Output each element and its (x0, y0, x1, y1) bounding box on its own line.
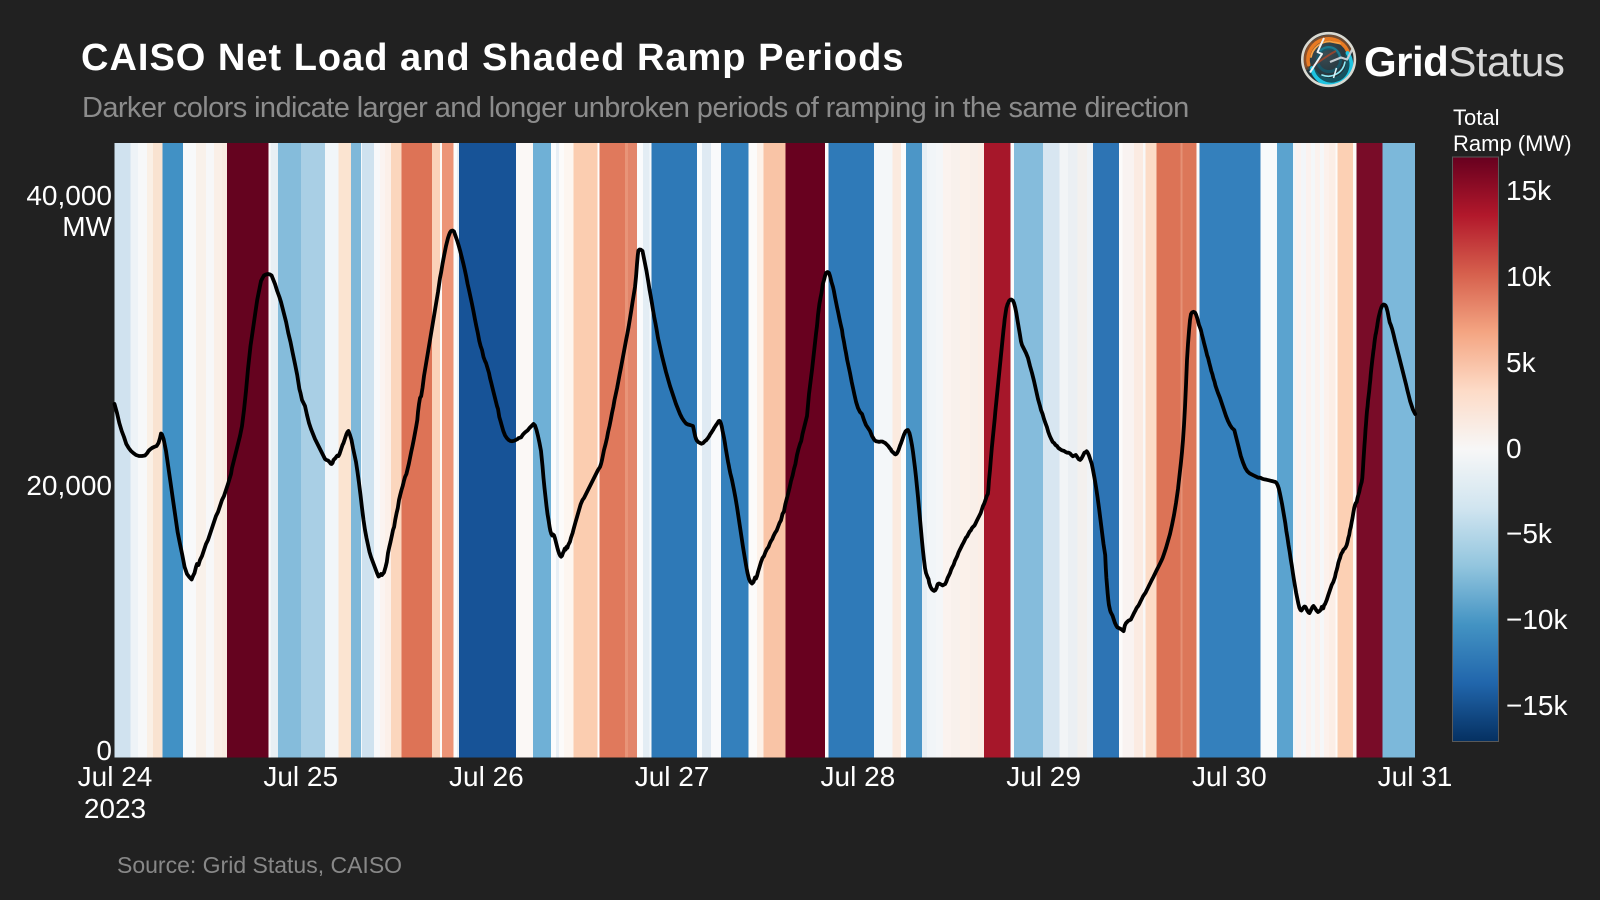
svg-text:GridStatus: GridStatus (1364, 38, 1564, 85)
svg-text:Jul 26: Jul 26 (449, 761, 524, 792)
svg-text:2023: 2023 (84, 793, 146, 824)
svg-text:Jul 31: Jul 31 (1378, 761, 1453, 792)
svg-text:−15k: −15k (1506, 690, 1568, 721)
svg-text:Jul 29: Jul 29 (1006, 761, 1081, 792)
svg-text:−10k: −10k (1506, 604, 1568, 635)
svg-text:Jul 27: Jul 27 (635, 761, 710, 792)
svg-text:Source: Grid Status, CAISO: Source: Grid Status, CAISO (117, 852, 402, 878)
svg-text:Jul 24: Jul 24 (78, 761, 153, 792)
svg-text:0: 0 (1506, 433, 1522, 464)
svg-text:MW: MW (62, 211, 112, 242)
svg-text:Ramp (MW): Ramp (MW) (1453, 131, 1572, 156)
svg-text:CAISO Net Load and Shaded Ramp: CAISO Net Load and Shaded Ramp Periods (81, 37, 904, 79)
svg-text:15k: 15k (1506, 175, 1552, 206)
svg-text:−5k: −5k (1506, 518, 1553, 549)
svg-text:10k: 10k (1506, 261, 1552, 292)
svg-text:Jul 30: Jul 30 (1192, 761, 1267, 792)
svg-text:Total: Total (1453, 105, 1499, 130)
svg-text:5k: 5k (1506, 347, 1537, 378)
svg-text:Jul 28: Jul 28 (821, 761, 896, 792)
svg-text:Darker colors indicate larger: Darker colors indicate larger and longer… (82, 92, 1189, 124)
svg-text:0: 0 (96, 735, 112, 766)
svg-text:Jul 25: Jul 25 (263, 761, 338, 792)
svg-text:40,000: 40,000 (26, 180, 112, 211)
svg-text:20,000: 20,000 (26, 470, 112, 501)
